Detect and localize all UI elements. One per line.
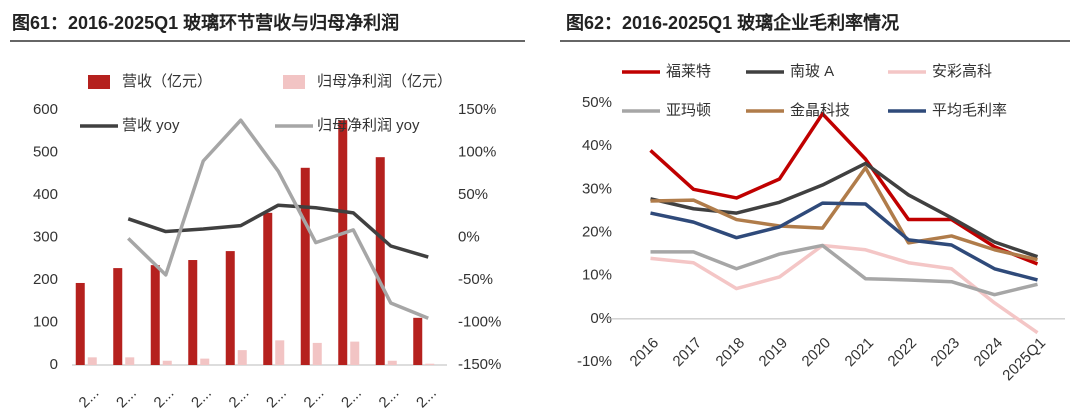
series-line — [650, 201, 1038, 282]
y-tick-label: 50% — [582, 94, 612, 111]
bar — [87, 357, 97, 365]
legend-label: 南玻 A — [790, 63, 834, 80]
y-tick-label: 600 — [33, 101, 58, 118]
y-tick-label: 40% — [582, 137, 612, 154]
legend-label: 归母净利润 yoy — [317, 117, 420, 134]
legend-label: 营收（亿元） — [122, 73, 212, 90]
x-tick-label: 2024 — [971, 334, 1007, 370]
bar — [237, 350, 247, 365]
y-tick-label: 100 — [33, 313, 58, 330]
x-tick-label: 2... — [376, 385, 403, 412]
y2-tick-label: 50% — [458, 186, 488, 203]
y-tick-label: 500 — [33, 143, 58, 160]
series-line — [127, 203, 429, 259]
legend-label: 亚玛顿 — [666, 102, 711, 119]
bar — [200, 358, 210, 365]
x-tick-label: 2... — [151, 385, 178, 412]
y-tick-label: 0 — [50, 356, 58, 373]
bar — [75, 282, 85, 365]
y2-tick-label: -150% — [458, 356, 501, 373]
y2-tick-label: -100% — [458, 313, 501, 330]
y2-tick-label: 0% — [458, 228, 480, 245]
bar — [113, 268, 123, 365]
y-tick-label: 200 — [33, 271, 58, 288]
series-line — [650, 243, 1038, 297]
bar — [387, 360, 397, 365]
series-line — [649, 112, 1039, 266]
legend-label: 营收 yoy — [122, 117, 180, 134]
bar — [300, 167, 310, 365]
y2-tick-label: 100% — [458, 143, 496, 160]
bar — [338, 120, 348, 365]
series-line — [650, 166, 1038, 262]
x-tick-label: 2023 — [928, 334, 964, 370]
y-tick-label: 0% — [590, 310, 612, 327]
bar — [150, 265, 160, 365]
bar — [312, 342, 322, 365]
x-tick-label: 2... — [226, 385, 253, 412]
series-line — [650, 243, 1039, 335]
y2-tick-label: 150% — [458, 101, 496, 118]
x-tick-label: 2021 — [842, 334, 878, 370]
x-tick-label: 2... — [263, 385, 290, 412]
bar — [263, 212, 273, 365]
y-tick-label: 20% — [582, 223, 612, 240]
bar — [162, 360, 172, 365]
y-tick-label: 300 — [33, 228, 58, 245]
x-tick-label: 2... — [76, 385, 103, 412]
legend-label: 平均毛利率 — [932, 102, 1007, 119]
x-tick-label: 2016 — [627, 334, 663, 370]
series-line — [127, 118, 429, 320]
y-tick-label: 30% — [582, 180, 612, 197]
bar — [275, 340, 285, 365]
bar — [425, 363, 435, 365]
x-tick-label: 2018 — [713, 334, 749, 370]
y-tick-label: 400 — [33, 186, 58, 203]
bar — [350, 341, 360, 365]
x-tick-label: 2025Q1 — [999, 334, 1049, 384]
legend-label: 福莱特 — [666, 63, 711, 80]
legend-swatch — [88, 75, 110, 89]
x-tick-label: 2020 — [799, 334, 835, 370]
series-line — [650, 161, 1039, 259]
x-tick-label: 2... — [301, 385, 328, 412]
y2-tick-label: -50% — [458, 271, 493, 288]
bar — [413, 317, 423, 365]
legend-label: 归母净利润（亿元） — [317, 73, 452, 90]
x-tick-label: 2... — [113, 385, 140, 412]
chart-title: 图62：2016-2025Q1 玻璃企业毛利率情况 — [566, 12, 899, 33]
x-tick-label: 2019 — [756, 334, 792, 370]
legend-label: 安彩高科 — [932, 63, 992, 80]
legend-swatch — [283, 75, 305, 89]
x-tick-label: 2022 — [885, 334, 921, 370]
y-tick-label: -10% — [577, 353, 612, 370]
bar — [225, 251, 235, 365]
bar — [125, 357, 135, 365]
chart-title: 图61：2016-2025Q1 玻璃环节营收与归母净利润 — [12, 12, 399, 33]
x-tick-label: 2... — [338, 385, 365, 412]
legend-label: 金晶科技 — [790, 102, 850, 119]
bar — [188, 260, 198, 365]
y-tick-label: 10% — [582, 267, 612, 284]
x-tick-label: 2... — [188, 385, 215, 412]
x-tick-label: 2... — [413, 385, 440, 412]
bar — [375, 157, 385, 365]
x-tick-label: 2017 — [670, 334, 706, 370]
